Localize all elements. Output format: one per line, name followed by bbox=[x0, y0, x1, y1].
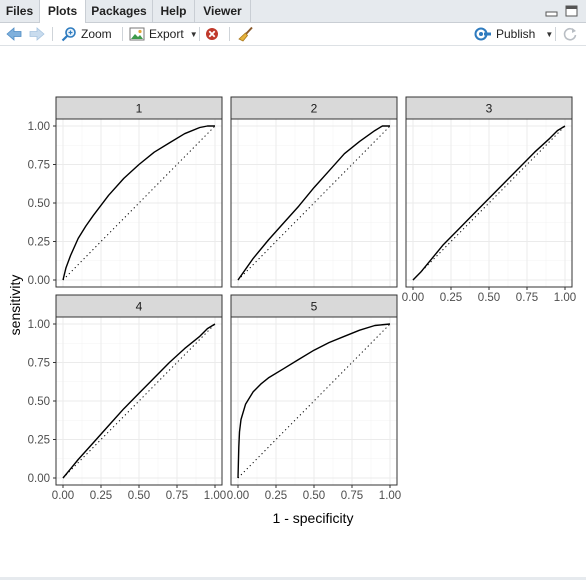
back-button[interactable] bbox=[6, 23, 22, 45]
roc-curve-line bbox=[237, 323, 391, 479]
y-axis-title: sensitivity bbox=[7, 275, 23, 336]
refresh-button[interactable] bbox=[562, 23, 578, 45]
pane-bottom-border bbox=[0, 577, 586, 580]
x-tick-label: 1.00 bbox=[204, 490, 226, 502]
toolbar-separator bbox=[199, 27, 200, 41]
broom-icon bbox=[238, 26, 254, 42]
tab-help[interactable]: Help bbox=[153, 0, 195, 22]
y-tick-label: 0.25 bbox=[28, 435, 50, 447]
x-tick-label: 1.00 bbox=[379, 490, 401, 502]
y-tick-label: 1.00 bbox=[28, 121, 50, 133]
zoom-label: Zoom bbox=[81, 27, 112, 41]
faceted-roc-chart: 10.000.250.500.751.002 30.00 0.25 0.50 0.75 1… bbox=[7, 96, 576, 526]
facet-panel-5: 5 0.00 0.25 0.50 0.75 1.00 bbox=[227, 294, 401, 502]
y-tick-label: 0.00 bbox=[28, 473, 50, 485]
minimize-icon[interactable] bbox=[545, 5, 558, 18]
arrow-left-icon bbox=[6, 27, 22, 41]
x-tick-label: 0.00 bbox=[52, 490, 74, 502]
red-x-circle-icon bbox=[205, 27, 219, 41]
x-tick-label: 0.25 bbox=[90, 490, 112, 502]
y-tick-label: 0.50 bbox=[28, 198, 50, 210]
x-tick-label: 0.50 bbox=[303, 490, 325, 502]
zoom-button[interactable]: Zoom bbox=[61, 23, 112, 45]
chevron-down-icon: ▼ bbox=[545, 29, 554, 39]
facet-strip-label: 1 bbox=[136, 102, 143, 116]
clear-plots-button[interactable] bbox=[238, 23, 254, 45]
tab-viewer[interactable]: Viewer bbox=[195, 0, 251, 22]
toolbar-separator bbox=[555, 27, 556, 41]
facet-strip-label: 3 bbox=[486, 102, 493, 116]
plots-toolbar: Zoom Export ▼ Publish ▼ bbox=[0, 23, 586, 46]
export-image-icon bbox=[129, 27, 145, 41]
facet-panel-1: 1 0.00 0.25 0.50 0.75 1.00 bbox=[28, 96, 223, 288]
toolbar-separator bbox=[52, 27, 53, 41]
refresh-icon bbox=[562, 26, 578, 42]
panel-border bbox=[230, 118, 398, 288]
export-label: Export bbox=[149, 27, 184, 41]
publish-icon bbox=[474, 27, 492, 41]
x-tick-label: 0.75 bbox=[166, 490, 188, 502]
roc-curve-line bbox=[412, 125, 566, 281]
x-tick-label: 0.75 bbox=[341, 490, 363, 502]
arrow-right-icon bbox=[29, 27, 45, 41]
x-tick-label: 0.00 bbox=[402, 292, 424, 304]
facet-strip-label: 4 bbox=[136, 300, 143, 314]
x-tick-label: 0.50 bbox=[478, 292, 500, 304]
window-buttons bbox=[542, 5, 578, 19]
tab-files[interactable]: Files bbox=[0, 0, 40, 22]
x-tick-label: 0.25 bbox=[265, 490, 287, 502]
x-axis-title: 1 - specificity bbox=[273, 510, 354, 526]
y-tick-label: 0.00 bbox=[28, 275, 50, 287]
facet-strip-label: 5 bbox=[311, 300, 318, 314]
plot-viewer: 1 0.00 0.25 0.50 0.75 1.00 2 3 0.00 0.25 0.50 0.75 1… bbox=[0, 46, 586, 580]
facet-panel-3: 3 0.00 0.25 0.50 0.75 1.00 bbox=[402, 96, 576, 304]
y-tick-label: 0.75 bbox=[28, 358, 50, 370]
tab-plots[interactable]: Plots bbox=[40, 0, 86, 23]
x-tick-label: 0.00 bbox=[227, 490, 249, 502]
roc-curve-line bbox=[237, 125, 390, 281]
y-tick-label: 0.25 bbox=[28, 237, 50, 249]
remove-plot-button[interactable] bbox=[205, 23, 219, 45]
x-tick-label: 0.50 bbox=[128, 490, 150, 502]
facet-strip-label: 2 bbox=[311, 102, 318, 116]
maximize-icon[interactable] bbox=[565, 5, 578, 18]
publish-label: Publish bbox=[496, 27, 536, 41]
facet-panel-4: 4 0.00 0.25 0.50 0.75 1.00 0.00 0.25 0.50 0.75 1.0… bbox=[28, 294, 226, 502]
magnifier-icon bbox=[61, 26, 77, 42]
publish-button[interactable]: Publish ▼ bbox=[474, 23, 553, 45]
roc-curve-line bbox=[62, 323, 216, 479]
y-tick-label: 0.75 bbox=[28, 160, 50, 172]
x-tick-label: 1.00 bbox=[554, 292, 576, 304]
x-tick-label: 0.75 bbox=[516, 292, 538, 304]
y-tick-label: 1.00 bbox=[28, 319, 50, 331]
toolbar-separator bbox=[122, 27, 123, 41]
forward-button[interactable] bbox=[29, 23, 45, 45]
chevron-down-icon: ▼ bbox=[189, 29, 198, 39]
tab-packages[interactable]: Packages bbox=[86, 0, 153, 22]
pane-tab-bar: Files Plots Packages Help Viewer bbox=[0, 0, 586, 23]
y-tick-label: 0.50 bbox=[28, 396, 50, 408]
toolbar-separator bbox=[229, 27, 230, 41]
export-button[interactable]: Export ▼ bbox=[129, 23, 198, 45]
x-tick-label: 0.25 bbox=[440, 292, 462, 304]
roc-curve-line bbox=[62, 125, 215, 281]
facet-panel-2: 2 bbox=[230, 96, 398, 288]
